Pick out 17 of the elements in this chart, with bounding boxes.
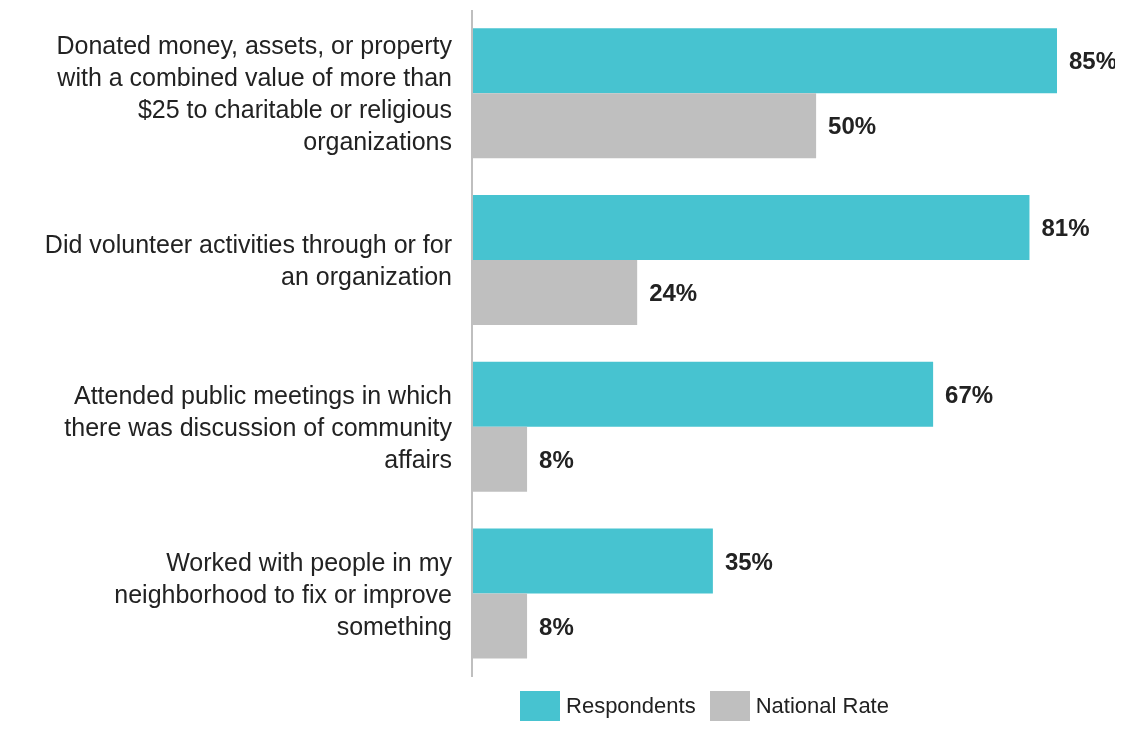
bar	[472, 28, 1057, 94]
y-tick-label: Attended public meetings in which there was discussion of community affairs	[64, 380, 453, 473]
data-label: 67%	[945, 380, 994, 408]
data-label: 81%	[1041, 214, 1090, 242]
data-label: 35%	[724, 547, 773, 575]
y-tick-label: Did volunteer activities through or for an organization	[44, 230, 452, 291]
y-tick-label: Worked with people in my neighborhood to fix or improve something	[114, 547, 453, 640]
y-tick-label: Donated money, assets, or property with a combined value of more than $25 to charitable or religious organizations	[56, 31, 453, 156]
data-label: 8%	[539, 445, 574, 473]
bar	[472, 195, 1030, 261]
bar	[472, 528, 713, 594]
legend-label: National Rate	[755, 693, 889, 719]
bar	[472, 361, 934, 427]
data-label: 50%	[828, 112, 877, 140]
legend-label: Respondents	[566, 693, 696, 719]
data-label: 8%	[539, 612, 574, 640]
data-label: 24%	[649, 279, 698, 307]
